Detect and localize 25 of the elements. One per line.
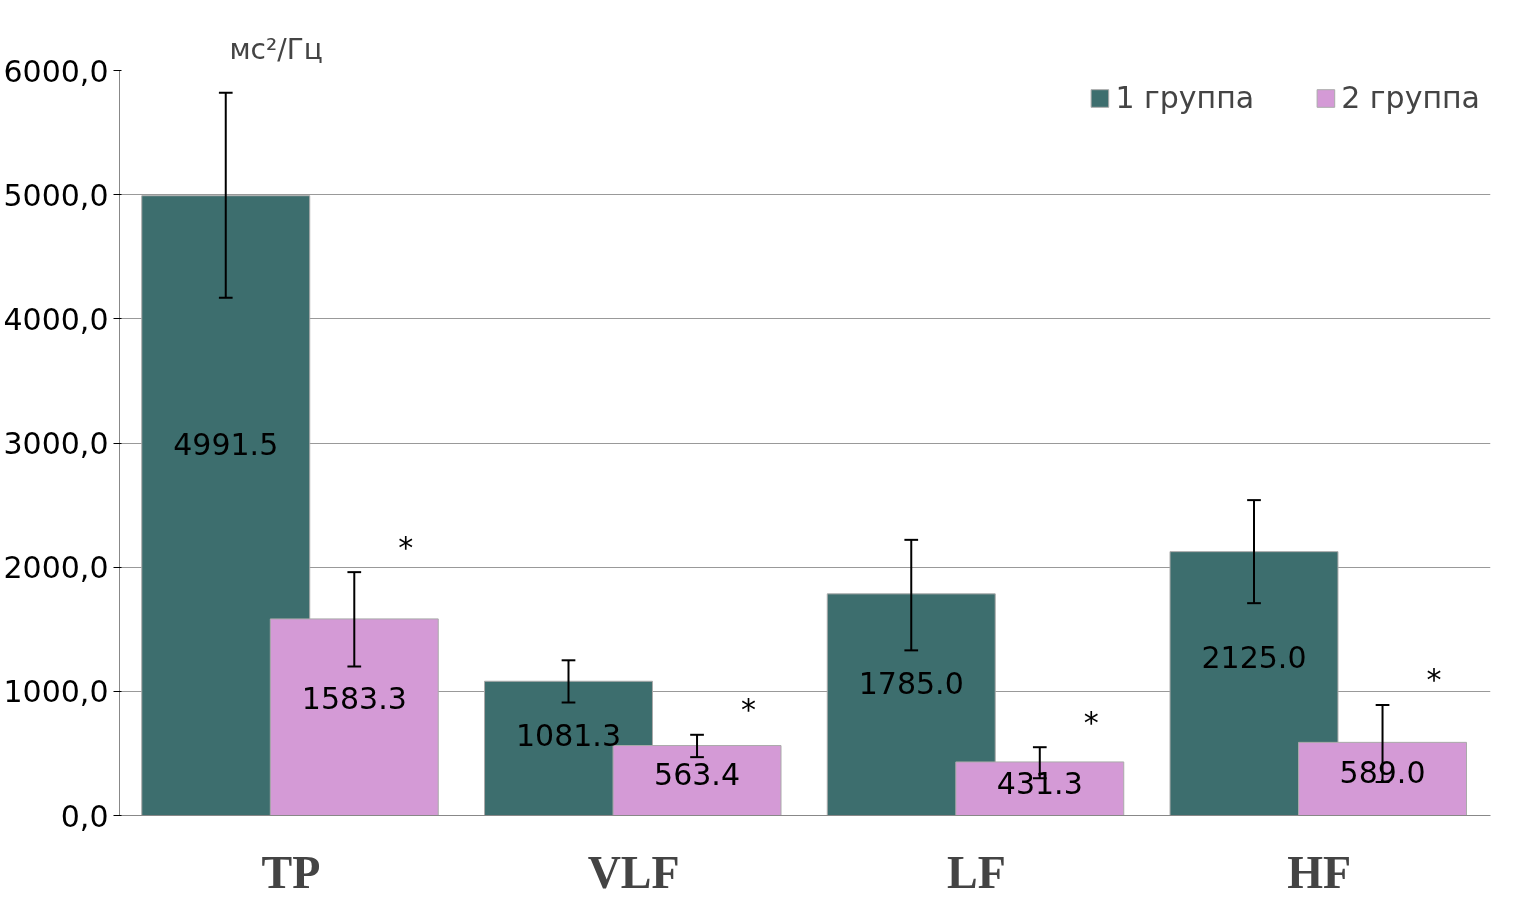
- y-tick-label: 1000,0: [3, 674, 109, 710]
- data-label: 4991.5: [173, 426, 279, 462]
- y-axis-title: мс²/Гц: [229, 32, 323, 66]
- y-tick-label: 4000,0: [3, 301, 109, 337]
- x-tick-label: VLF: [587, 846, 680, 898]
- annotation: *: [398, 529, 414, 565]
- data-label: 1583.3: [301, 680, 407, 716]
- annotation: *: [740, 692, 756, 728]
- data-label: 431.3: [996, 766, 1083, 802]
- legend-label: 1 группа: [1115, 80, 1255, 115]
- y-tick-label: 6000,0: [3, 53, 109, 89]
- x-tick-label: TP: [261, 846, 321, 898]
- data-label: 563.4: [654, 756, 740, 792]
- data-label: 2125.0: [1201, 640, 1307, 676]
- y-tick-label: 3000,0: [3, 426, 109, 461]
- y-tick-label: 5000,0: [3, 177, 109, 213]
- legend-label: 2 группа: [1341, 80, 1480, 115]
- annotation: *: [1083, 704, 1099, 740]
- x-tick-label: HF: [1287, 846, 1352, 898]
- y-tick-label: 0,0: [60, 798, 109, 834]
- data-label: 1081.3: [516, 717, 621, 753]
- y-tick-label: 2000,0: [3, 550, 109, 586]
- x-tick-label: LF: [946, 846, 1006, 898]
- annotation: *: [1426, 662, 1442, 698]
- data-label: 1785.0: [858, 665, 964, 701]
